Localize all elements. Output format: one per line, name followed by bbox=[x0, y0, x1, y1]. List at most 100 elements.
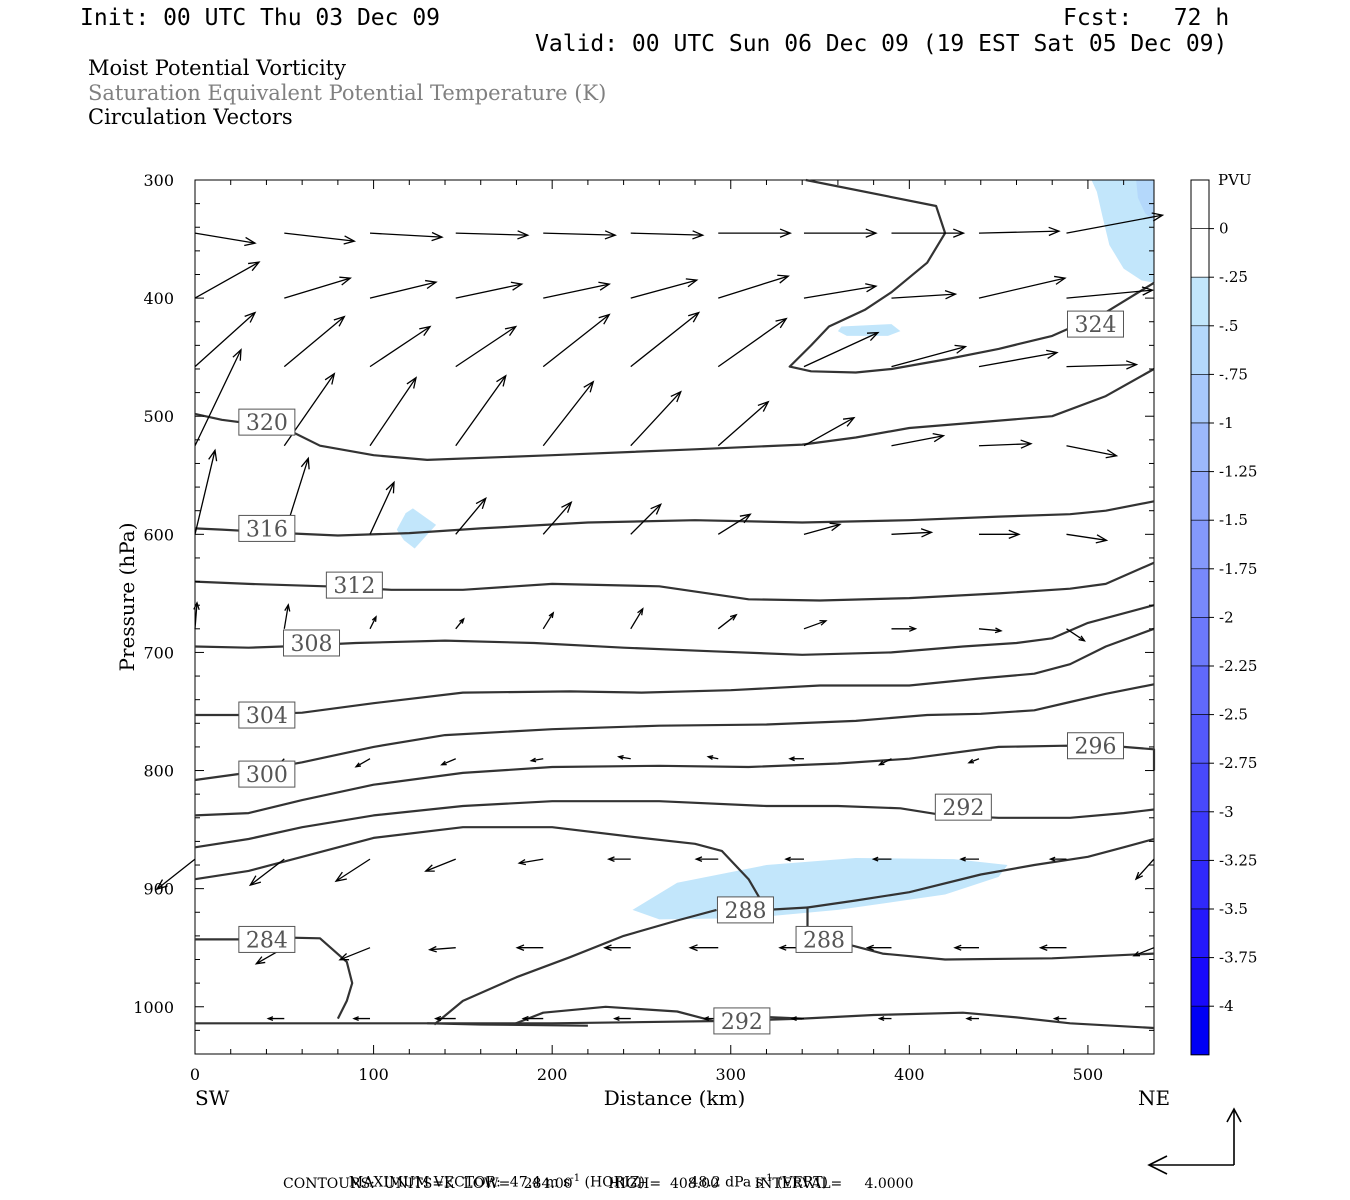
colorbar-swatch bbox=[1190, 957, 1210, 1007]
vector-shaft bbox=[542, 314, 610, 368]
circulation-vector bbox=[630, 311, 701, 368]
x-tick-label: 100 bbox=[358, 1065, 389, 1084]
y-tick-label: 700 bbox=[143, 643, 174, 662]
circulation-vector bbox=[427, 945, 456, 953]
contour-label-288: 288 bbox=[795, 925, 853, 953]
colorbar-swatch bbox=[1190, 908, 1210, 958]
colorbar-label: -1.25 bbox=[1219, 463, 1257, 481]
contour-300 bbox=[194, 683, 1155, 782]
circulation-vector bbox=[630, 230, 705, 240]
colorbar-label: -3 bbox=[1219, 803, 1234, 821]
vector-head bbox=[431, 231, 444, 242]
circulation-vector bbox=[1066, 628, 1086, 642]
circulation-vector bbox=[1066, 360, 1139, 370]
vector-shaft bbox=[1066, 628, 1085, 642]
max-horiz-exponent: -1 bbox=[570, 1173, 581, 1184]
vector-head bbox=[866, 331, 880, 342]
vector-head bbox=[688, 944, 698, 952]
vector-head bbox=[248, 261, 261, 272]
vector-shaft bbox=[891, 345, 966, 368]
vector-shaft bbox=[978, 351, 1058, 368]
contour-label-text: 324 bbox=[1074, 313, 1116, 338]
x-axis-title: Distance (km) bbox=[604, 1086, 746, 1110]
contour-label-316: 316 bbox=[238, 514, 296, 542]
vector-head bbox=[1054, 275, 1067, 285]
vector-shaft bbox=[1066, 363, 1137, 368]
vector-shaft bbox=[194, 261, 260, 299]
circulation-vector bbox=[1048, 856, 1067, 862]
circulation-vector bbox=[455, 496, 487, 535]
circulation-vector bbox=[871, 856, 892, 862]
circulation-vector bbox=[803, 416, 856, 447]
vector-shaft bbox=[519, 858, 544, 864]
max-vert-exponent: -1 bbox=[762, 1173, 773, 1184]
colorbar-label: -1.5 bbox=[1219, 511, 1248, 529]
vector-head bbox=[266, 1016, 274, 1022]
vector-head bbox=[602, 944, 612, 952]
vector-head bbox=[504, 325, 518, 337]
vector-shaft bbox=[429, 947, 456, 951]
vector-head bbox=[338, 952, 350, 961]
contour-label-292: 292 bbox=[934, 793, 992, 821]
contour-288 bbox=[807, 837, 1155, 909]
vector-shaft bbox=[339, 947, 371, 961]
circulation-vector bbox=[706, 755, 719, 761]
circulation-vector bbox=[803, 619, 828, 630]
vector-head bbox=[953, 944, 962, 951]
vector-shaft bbox=[284, 277, 351, 299]
vector-shaft bbox=[542, 381, 594, 447]
contour-label-text: 292 bbox=[942, 796, 984, 821]
circulation-vector bbox=[529, 757, 544, 763]
colorbar-swatch bbox=[1190, 471, 1210, 521]
contour-label-box bbox=[1066, 732, 1124, 760]
vector-head bbox=[670, 390, 682, 403]
vector-head bbox=[598, 313, 611, 325]
vector-shaft bbox=[455, 375, 507, 447]
vector-head bbox=[254, 956, 266, 965]
vector-shaft bbox=[369, 616, 377, 630]
circulation-vector bbox=[978, 439, 1033, 449]
circulation-vector bbox=[455, 281, 524, 299]
circulation-vector bbox=[369, 615, 377, 630]
contour-label-box bbox=[325, 571, 383, 599]
circulation-vector bbox=[194, 448, 218, 535]
vector-layer bbox=[155, 212, 1165, 1022]
vector-head bbox=[702, 1016, 710, 1022]
vector-shaft bbox=[1066, 533, 1107, 541]
vector-head bbox=[1048, 226, 1061, 237]
vector-shaft bbox=[194, 232, 256, 244]
circulation-vector bbox=[967, 758, 980, 764]
circulation-vector bbox=[978, 226, 1061, 237]
circulation-vector bbox=[517, 858, 544, 866]
contour-label-text: 288 bbox=[803, 928, 845, 953]
contour-288 bbox=[807, 938, 1155, 961]
pv-region-mid-left bbox=[396, 508, 437, 549]
circulation-vector bbox=[433, 1015, 456, 1022]
vector-head bbox=[1078, 635, 1086, 642]
circulation-vector bbox=[284, 276, 352, 299]
vector-head bbox=[510, 281, 524, 291]
vector-shaft bbox=[249, 858, 285, 886]
vector-head bbox=[865, 944, 874, 951]
y-tick-label: 500 bbox=[143, 407, 174, 426]
colorbar-swatch bbox=[1190, 762, 1210, 813]
vector-head bbox=[790, 1016, 797, 1022]
contour-288 bbox=[433, 908, 717, 1026]
vector-shaft bbox=[194, 450, 216, 535]
init-time: Init: 00 UTC Thu 03 Dec 09 bbox=[80, 5, 441, 31]
x-end-label-left: SW bbox=[195, 1086, 230, 1110]
vector-shaft bbox=[455, 232, 528, 236]
circulation-vector bbox=[543, 281, 611, 299]
vector-head bbox=[606, 856, 615, 863]
vector-head bbox=[1008, 529, 1021, 540]
circulation-vector bbox=[424, 858, 456, 872]
colorbar-label: -.25 bbox=[1219, 268, 1248, 286]
vector-shaft bbox=[194, 349, 242, 447]
contour-label-308: 308 bbox=[283, 629, 341, 657]
vector-head bbox=[706, 755, 714, 761]
circulation-vector bbox=[803, 522, 842, 535]
colorbar-swatch bbox=[1190, 325, 1210, 375]
circulation-vector bbox=[266, 1016, 285, 1022]
vector-shaft bbox=[1066, 289, 1153, 299]
max-vector-label: MAXIMUM VECTOR: bbox=[348, 1174, 501, 1191]
